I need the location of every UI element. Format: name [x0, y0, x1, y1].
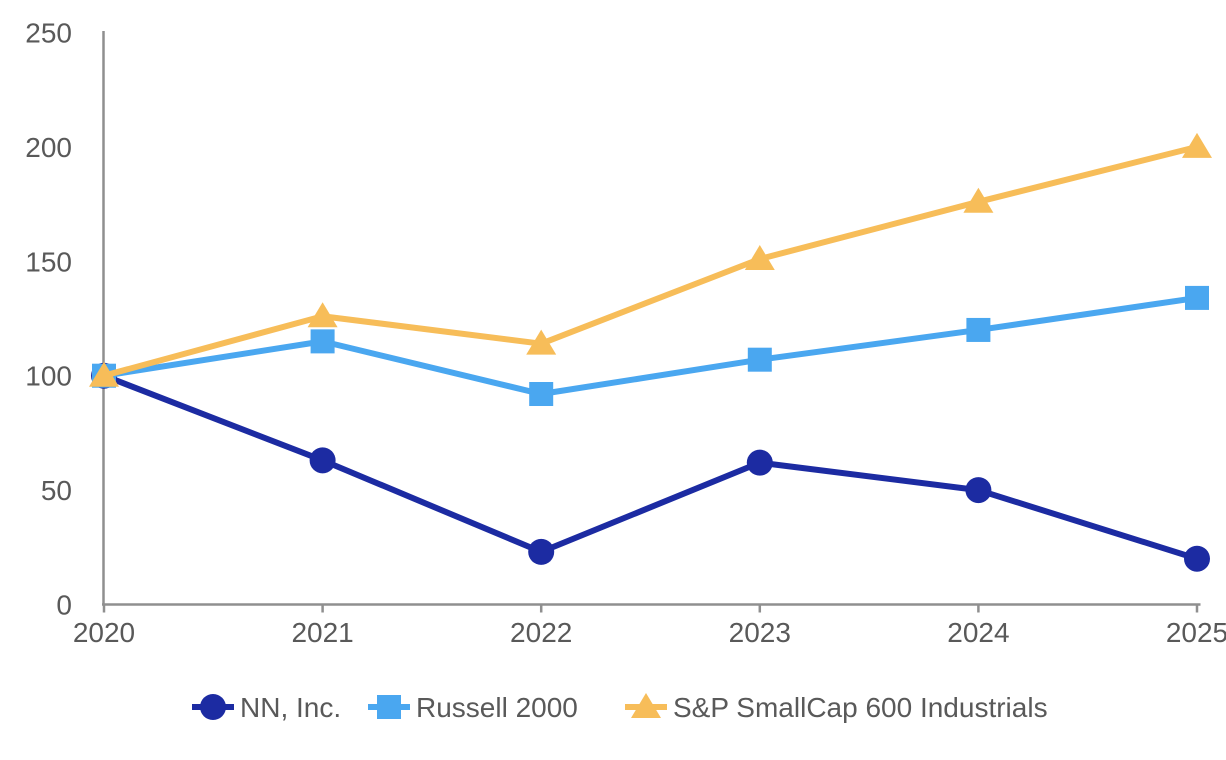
legend-triangle-marker-icon: [631, 693, 661, 718]
y-axis-tick-label: 250: [25, 18, 72, 49]
y-axis-tick-label: 50: [41, 475, 72, 506]
legend-circle-marker-icon: [200, 694, 226, 720]
series-marker-s-p-smallcap-600-industrials: [963, 187, 994, 213]
y-axis-tick-label: 0: [56, 590, 72, 621]
x-axis-tick-label: 2021: [291, 617, 353, 648]
legend-label-s-p-smallcap-600-industrials: S&P SmallCap 600 Industrials: [673, 692, 1048, 723]
series-marker-russell-2000: [1185, 285, 1209, 310]
series-marker-nn-inc: [528, 538, 555, 565]
series-marker-s-p-smallcap-600-industrials: [744, 245, 775, 271]
series-marker-s-p-smallcap-600-industrials: [526, 329, 557, 355]
series-marker-nn-inc: [965, 477, 992, 504]
series-marker-russell-2000: [747, 347, 772, 372]
x-axis-tick-label: 2020: [73, 617, 135, 648]
series-marker-s-p-smallcap-600-industrials: [89, 361, 119, 387]
series-line-russell-2000: [101, 294, 1200, 398]
series-line-s-p-smallcap-600-industrials: [101, 143, 1200, 379]
series-marker-nn-inc: [746, 449, 773, 476]
series-marker-nn-inc: [1184, 545, 1210, 572]
y-axis-tick-label: 100: [25, 361, 72, 392]
series-line-nn-inc: [101, 372, 1200, 562]
x-axis-tick-label: 2024: [947, 617, 1009, 648]
y-axis-tick-label: 150: [25, 246, 72, 277]
x-axis-tick-label: 2025: [1166, 617, 1226, 648]
series-marker-russell-2000: [529, 382, 554, 407]
series-marker-s-p-smallcap-600-industrials: [1182, 132, 1212, 158]
series-marker-russell-2000: [310, 329, 335, 354]
legend-label-russell-2000: Russell 2000: [416, 692, 578, 723]
legend-label-nn-inc: NN, Inc.: [240, 692, 341, 723]
x-axis-tick-label: 2022: [510, 617, 572, 648]
y-axis-tick-label: 200: [25, 132, 72, 163]
legend-square-marker-icon: [377, 695, 401, 719]
series-marker-nn-inc: [309, 447, 336, 474]
series-marker-russell-2000: [966, 317, 991, 342]
series-marker-s-p-smallcap-600-industrials: [307, 302, 338, 328]
x-axis-tick-label: 2023: [729, 617, 791, 648]
